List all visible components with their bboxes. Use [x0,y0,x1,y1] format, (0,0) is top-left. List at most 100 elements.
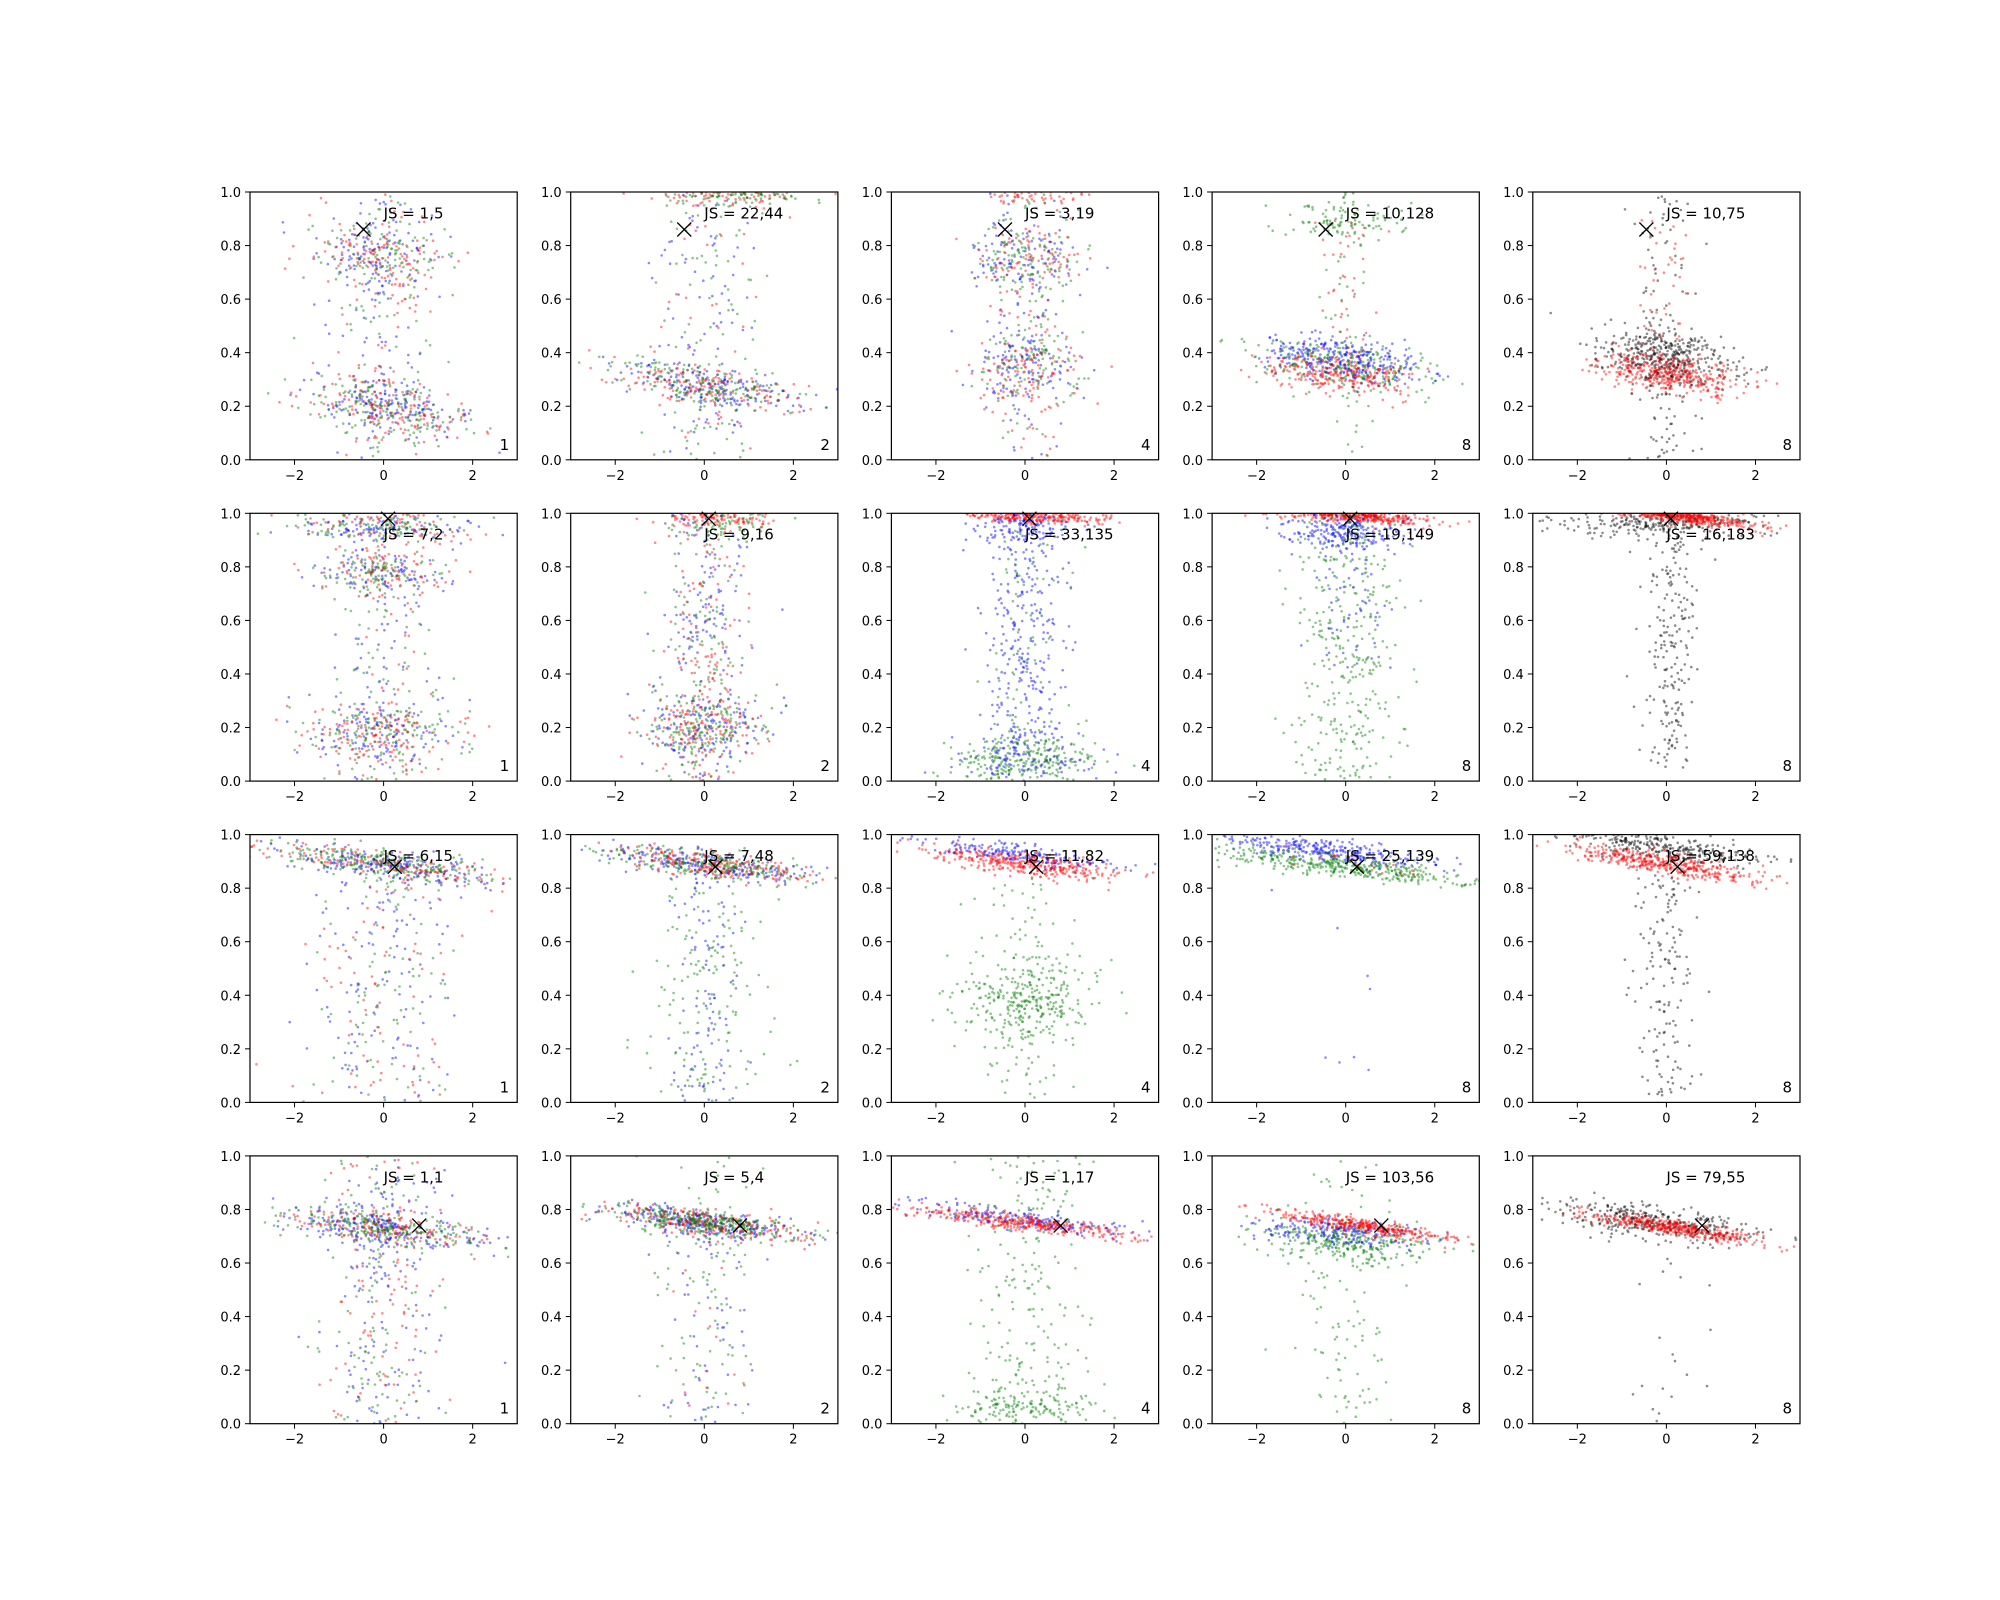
data-point [1053,242,1056,245]
data-point [412,530,416,533]
data-point [1489,383,1492,386]
data-point [413,516,417,519]
data-point [1364,343,1368,347]
data-point [1726,358,1729,362]
data-point [687,343,690,347]
data-point [980,342,984,345]
data-point [409,407,413,410]
data-point [627,384,630,388]
data-point [1667,370,1671,374]
data-point [1680,369,1683,373]
data-point [365,244,368,248]
data-point [389,366,392,370]
data-point [382,235,385,239]
data-point [1052,257,1055,261]
data-point [1395,221,1399,225]
data-point [1677,352,1680,356]
data-point [1394,375,1397,379]
data-point [1389,364,1393,368]
data-point [360,419,363,422]
data-point [1080,192,1083,195]
data-point [653,372,657,376]
data-point [1670,422,1673,426]
data-point [1296,351,1299,355]
data-point [1247,375,1251,379]
data-point [1775,382,1779,385]
data-point [1279,362,1282,366]
data-point [1353,277,1356,280]
data-point [770,389,774,393]
data-point [733,423,736,427]
data-point [709,325,712,329]
data-point [1082,396,1086,400]
data-point [972,246,976,249]
data-point [358,393,362,397]
data-point [1326,379,1330,382]
data-point [739,396,743,400]
data-point [1634,377,1637,380]
data-point [696,376,700,380]
data-point [1000,240,1003,244]
data-point [1638,398,1642,401]
data-point [386,401,389,405]
data-point [419,414,422,418]
data-point [320,529,323,533]
data-point [411,532,415,536]
data-point [855,201,858,204]
data-point [1305,366,1308,370]
data-point [1028,389,1032,393]
data-point [1655,439,1658,443]
data-point [1678,375,1682,378]
data-point [320,571,324,575]
data-point [1626,354,1629,358]
data-point [684,195,688,198]
data-point [1044,330,1047,334]
data-point [689,383,692,387]
data-point [380,404,384,408]
data-point [677,293,680,296]
data-point [1018,277,1022,281]
data-point [1732,361,1735,364]
data-point [1324,360,1327,363]
data-point [1272,349,1276,352]
data-point [1013,407,1017,411]
data-point [1593,365,1597,368]
data-point [1682,385,1686,389]
data-point [1290,345,1293,349]
data-point [477,525,481,528]
data-point [1409,368,1412,372]
data-point [1343,367,1346,370]
data-point [1653,370,1657,373]
data-point [745,393,749,397]
data-point [764,389,768,393]
data-point [351,426,354,429]
data-point [435,581,439,584]
data-point [1012,389,1016,392]
data-point [1026,200,1030,203]
data-point [324,395,327,399]
data-point [1048,270,1052,274]
data-point [378,335,382,339]
data-point [730,303,733,306]
data-point [390,525,394,528]
data-point [1047,249,1051,253]
data-point [1270,370,1274,374]
data-point [1656,279,1660,282]
data-point [422,257,426,261]
data-point [1685,378,1689,382]
data-point [360,561,363,564]
data-point [1300,365,1304,369]
data-point [421,407,425,411]
data-point [1631,357,1635,360]
data-point [1309,361,1312,365]
data-point [1038,281,1041,284]
data-point [403,428,407,432]
data-point [622,192,625,195]
data-point [1651,361,1654,365]
data-point [1671,373,1674,377]
data-point [391,266,395,270]
data-point [1081,330,1085,334]
data-point [654,371,658,374]
data-point [1327,359,1330,362]
data-point [1618,353,1621,357]
